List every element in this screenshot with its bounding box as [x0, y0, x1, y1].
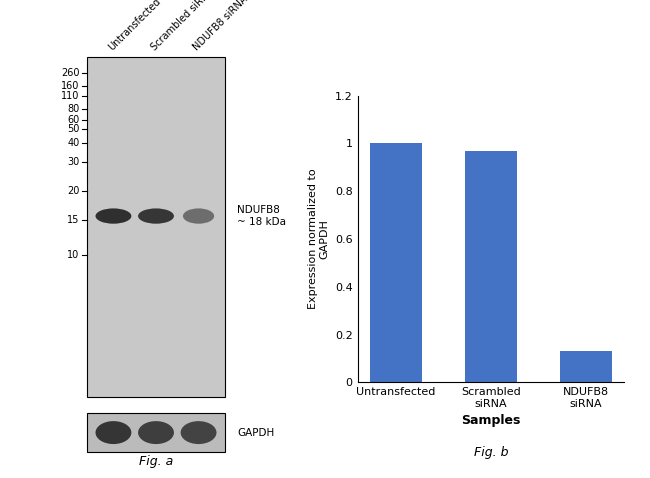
Ellipse shape [138, 208, 174, 224]
Text: Untransfected: Untransfected [107, 0, 162, 53]
Bar [560, 351, 612, 382]
Text: 15: 15 [67, 215, 79, 225]
Ellipse shape [96, 421, 131, 444]
Text: 260: 260 [61, 67, 79, 77]
Text: NDUFB8 siRNA: NDUFB8 siRNA [192, 0, 250, 53]
Text: NDUFB8
~ 18 kDa: NDUFB8 ~ 18 kDa [237, 205, 286, 227]
Text: 20: 20 [67, 186, 79, 196]
FancyBboxPatch shape [87, 413, 225, 452]
Text: 40: 40 [68, 138, 79, 148]
Bar [465, 151, 517, 382]
Text: 30: 30 [68, 157, 79, 167]
Text: 110: 110 [61, 91, 79, 101]
Bar [370, 143, 422, 382]
Text: GAPDH: GAPDH [237, 428, 274, 437]
Text: Scrambled siRNA: Scrambled siRNA [149, 0, 215, 53]
Ellipse shape [138, 421, 174, 444]
Ellipse shape [183, 208, 214, 224]
FancyBboxPatch shape [87, 57, 225, 397]
Text: 160: 160 [61, 81, 79, 91]
Ellipse shape [181, 421, 216, 444]
Text: 10: 10 [68, 250, 79, 260]
Text: 50: 50 [67, 124, 79, 134]
X-axis label: Samples: Samples [461, 414, 521, 427]
Text: Fig. b: Fig. b [473, 446, 508, 459]
Text: 60: 60 [68, 115, 79, 125]
Ellipse shape [96, 208, 131, 224]
Text: 80: 80 [68, 104, 79, 114]
Y-axis label: Expression normalized to
GAPDH: Expression normalized to GAPDH [307, 169, 330, 309]
Text: Fig. a: Fig. a [139, 456, 173, 468]
